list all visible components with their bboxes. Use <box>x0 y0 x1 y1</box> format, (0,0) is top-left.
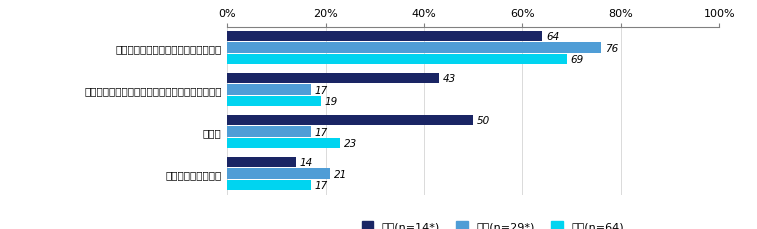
Text: 21: 21 <box>335 169 347 179</box>
Bar <box>227 85 310 95</box>
Bar <box>227 138 341 148</box>
Bar <box>227 55 566 65</box>
Bar <box>227 158 296 168</box>
Text: 14: 14 <box>300 158 313 168</box>
Text: 17: 17 <box>315 180 328 190</box>
Text: 76: 76 <box>605 44 618 53</box>
Bar <box>227 116 473 126</box>
Bar <box>227 74 439 84</box>
Bar <box>227 180 310 190</box>
Bar <box>227 96 321 106</box>
Text: 19: 19 <box>325 96 338 106</box>
Text: 69: 69 <box>571 55 584 65</box>
Bar <box>227 32 542 42</box>
Bar <box>227 127 310 137</box>
Text: 23: 23 <box>344 138 357 148</box>
Text: 64: 64 <box>546 32 559 42</box>
Bar <box>227 169 330 179</box>
Legend: 自身(n=14*), 家族(n=29*), 遣族(n=64): 自身(n=14*), 家族(n=29*), 遣族(n=64) <box>362 221 624 229</box>
Text: 50: 50 <box>477 116 491 126</box>
Text: 17: 17 <box>315 85 328 95</box>
Text: 17: 17 <box>315 127 328 137</box>
Text: 43: 43 <box>443 74 456 84</box>
Bar <box>227 43 601 54</box>
